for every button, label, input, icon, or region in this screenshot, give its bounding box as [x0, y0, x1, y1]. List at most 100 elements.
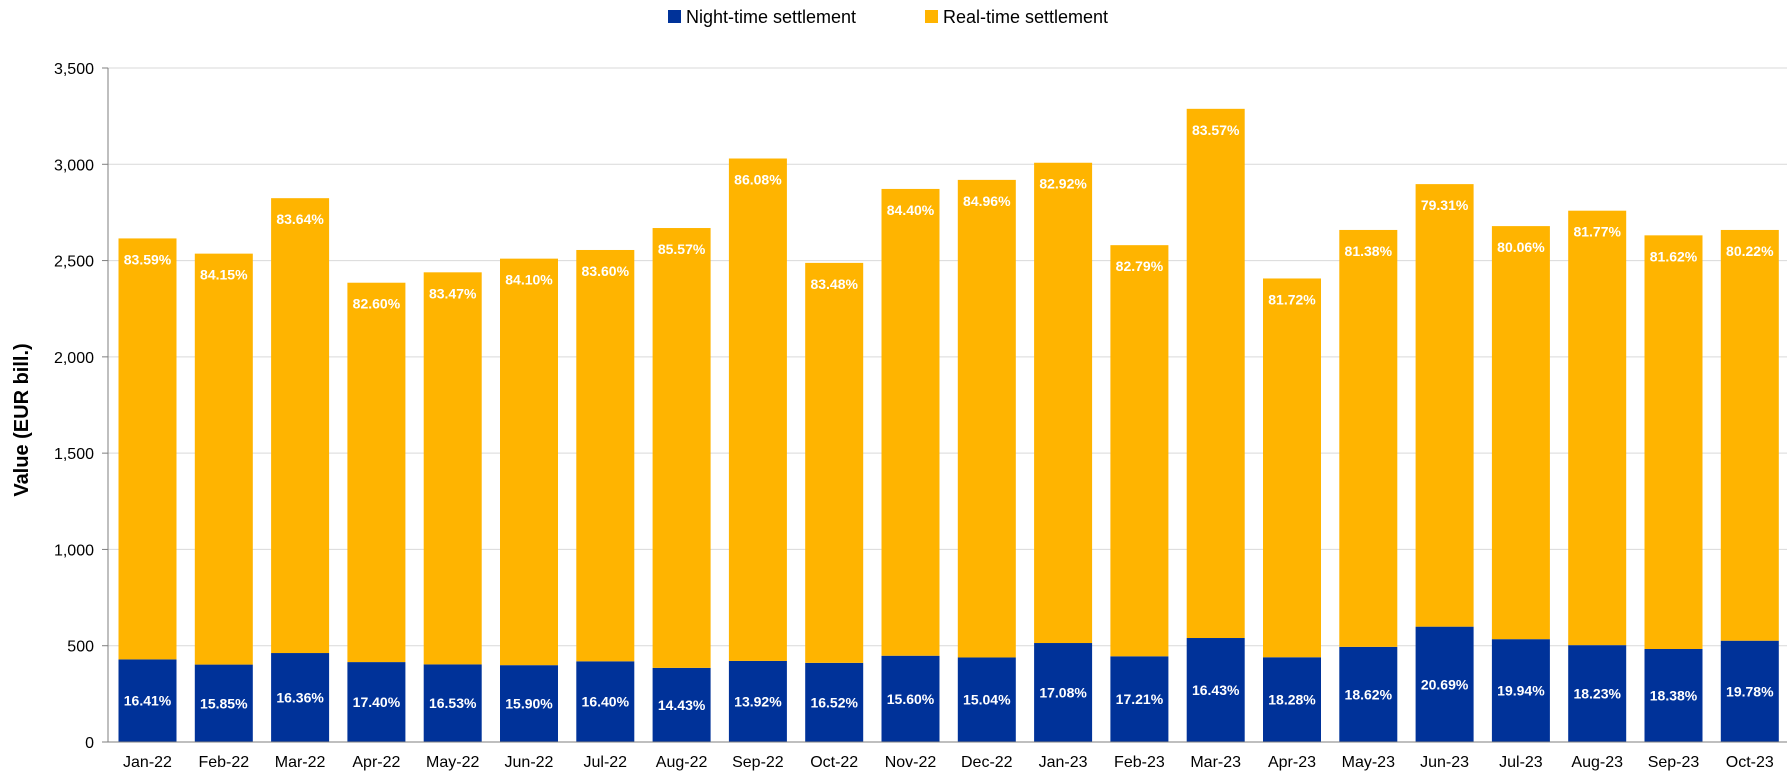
x-tick-label: Oct-23	[1726, 754, 1774, 771]
bar-night-time	[1339, 646, 1398, 742]
data-label-night-time: 18.28%	[1268, 692, 1316, 708]
legend-swatch	[668, 10, 681, 23]
bar-night-time	[500, 665, 558, 742]
x-tick-label: Apr-22	[352, 754, 400, 771]
data-label-real-time: 82.92%	[1039, 176, 1087, 192]
x-tick-label: Sep-23	[1648, 754, 1700, 771]
data-label-night-time: 14.43%	[658, 697, 706, 713]
bars: 16.41% 83.59% 15.85% 84.15% 16.36% 83.64% 17.4…	[118, 108, 1779, 742]
x-tick-label: May-22	[426, 754, 479, 771]
bar-night-time	[423, 664, 482, 742]
bar-real-time	[881, 188, 940, 656]
x-tick-label: Jul-22	[584, 754, 628, 771]
bar-real-time	[423, 272, 482, 665]
x-tick-label: Mar-23	[1190, 754, 1241, 771]
x-tick-label: Mar-22	[275, 754, 326, 771]
data-label-night-time: 15.04%	[963, 692, 1011, 708]
data-label-real-time: 85.57%	[658, 241, 706, 257]
bar-real-time	[1568, 210, 1627, 646]
x-tick-label: May-23	[1342, 754, 1395, 771]
data-label-real-time: 81.72%	[1268, 291, 1316, 307]
bar-real-time	[728, 158, 787, 661]
x-tick-label: Feb-22	[198, 754, 249, 771]
x-tick-label: Apr-23	[1268, 754, 1316, 771]
bar-real-time	[1339, 229, 1398, 647]
data-label-night-time: 16.41%	[124, 693, 172, 709]
bar-real-time	[347, 282, 406, 663]
bar-real-time	[1186, 108, 1245, 639]
bar-night-time	[957, 657, 1016, 742]
bar-real-time	[1034, 162, 1093, 644]
bar-night-time	[728, 660, 787, 742]
y-tick-label: 2,000	[54, 350, 94, 367]
data-label-night-time: 16.40%	[582, 694, 630, 710]
bar-night-time	[576, 661, 635, 742]
data-label-night-time: 16.36%	[276, 690, 324, 706]
bar-night-time	[1034, 643, 1093, 742]
x-tick-label: Oct-22	[810, 754, 858, 771]
bar-real-time	[1491, 226, 1550, 640]
bar-real-time	[1110, 245, 1169, 657]
data-label-real-time: 82.60%	[353, 296, 401, 312]
bar-night-time	[1720, 640, 1779, 742]
bar-night-time	[118, 659, 177, 742]
bar-night-time	[1491, 639, 1550, 742]
legend-swatch	[925, 10, 938, 23]
x-tick-label: Dec-22	[961, 754, 1013, 771]
data-label-night-time: 17.40%	[353, 694, 401, 710]
bar-night-time	[194, 664, 253, 742]
data-label-real-time: 81.77%	[1573, 224, 1621, 240]
x-tick-label: Feb-23	[1114, 754, 1165, 771]
data-label-real-time: 83.60%	[582, 263, 630, 279]
x-tick-label: Jul-23	[1499, 754, 1543, 771]
x-tick-label: Jun-22	[505, 754, 554, 771]
data-label-night-time: 17.21%	[1116, 691, 1164, 707]
data-label-real-time: 83.59%	[124, 251, 172, 267]
bar-night-time	[1186, 638, 1245, 742]
bar-night-time	[1263, 657, 1321, 742]
data-label-night-time: 16.53%	[429, 695, 477, 711]
bar-real-time	[957, 179, 1016, 658]
x-tick-label: Aug-23	[1571, 754, 1623, 771]
y-tick-label: 3,500	[54, 61, 94, 78]
data-label-real-time: 83.48%	[810, 276, 858, 292]
data-label-night-time: 20.69%	[1421, 676, 1469, 692]
x-tick-label: Sep-22	[732, 754, 784, 771]
x-tick-label: Aug-22	[656, 754, 708, 771]
data-label-night-time: 19.94%	[1497, 683, 1545, 699]
bar-real-time	[1415, 184, 1474, 627]
y-tick-label: 1,000	[54, 542, 94, 559]
data-label-real-time: 86.08%	[734, 172, 782, 188]
legend-label: Real-time settlement	[943, 7, 1108, 27]
x-tick-label: Jun-23	[1420, 754, 1469, 771]
bar-real-time	[652, 228, 711, 668]
legend: Night-time settlement Real-time settlemen…	[668, 7, 1108, 27]
data-label-night-time: 17.08%	[1039, 685, 1087, 701]
y-axis-title: Value (EUR bill.)	[11, 343, 33, 496]
data-label-real-time: 84.10%	[505, 272, 553, 288]
y-tick-label: 1,500	[54, 446, 94, 463]
data-label-real-time: 79.31%	[1421, 197, 1469, 213]
bar-real-time	[500, 258, 558, 666]
y-tick-label: 2,500	[54, 254, 94, 271]
data-label-night-time: 18.38%	[1650, 687, 1698, 703]
data-label-real-time: 81.38%	[1345, 243, 1393, 259]
data-label-night-time: 18.23%	[1573, 686, 1621, 702]
x-axis: Jan-22 Feb-22 Mar-22 Apr-22 May-22 Jun-22 Jul-…	[108, 741, 1787, 771]
data-label-real-time: 83.64%	[276, 211, 324, 227]
bar-real-time	[118, 238, 177, 660]
data-label-real-time: 82.79%	[1116, 258, 1164, 274]
data-label-real-time: 83.57%	[1192, 122, 1240, 138]
data-label-night-time: 16.52%	[810, 694, 858, 710]
data-label-real-time: 84.15%	[200, 267, 248, 283]
y-tick-label: 500	[67, 639, 94, 656]
bar-night-time	[881, 655, 940, 742]
data-label-real-time: 83.47%	[429, 285, 477, 301]
bar-real-time	[271, 198, 330, 654]
bar-real-time	[194, 253, 253, 665]
bar-night-time	[652, 667, 711, 742]
bar-night-time	[271, 653, 330, 742]
data-label-night-time: 18.62%	[1345, 686, 1393, 702]
data-label-night-time: 15.60%	[887, 691, 935, 707]
